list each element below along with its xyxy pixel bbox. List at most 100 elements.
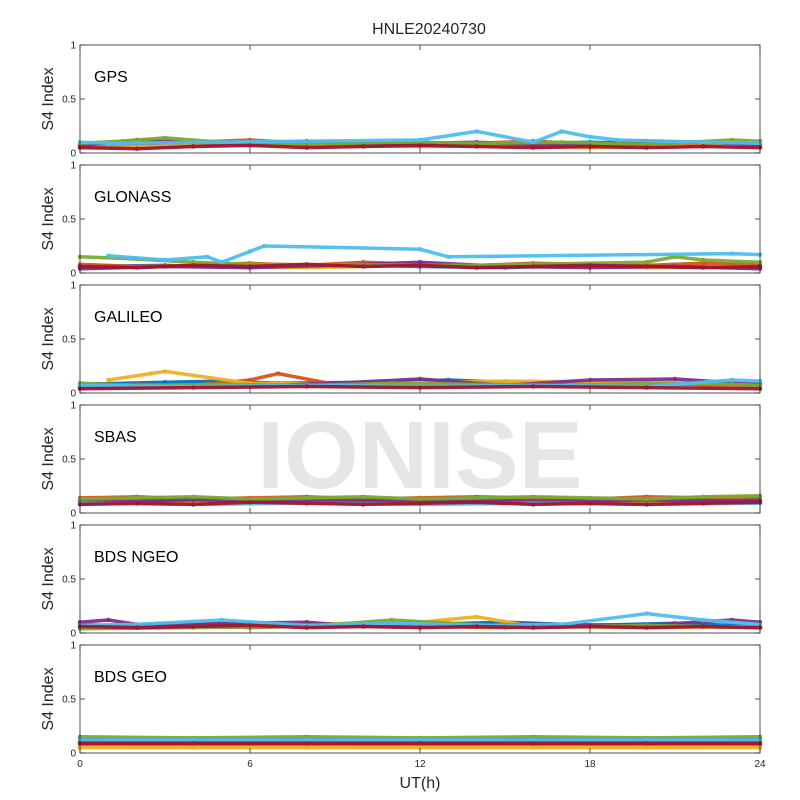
data-point-bds-geo-6-6: [644, 737, 649, 743]
data-point-bds-geo-6-4: [417, 737, 423, 743]
data-point-glonass-7-5: [304, 262, 309, 267]
data-point-bds-geo-6-2: [191, 737, 196, 743]
y-tick-label-bds-ngeo-1: 0.5: [62, 575, 76, 586]
data-point-glonass-4-5: [417, 260, 423, 265]
data-point-gps-7-3: [191, 144, 196, 149]
data-point-sbas-5-10: [587, 495, 593, 501]
data-point-bds-geo-3-6: [644, 745, 649, 750]
data-point-galileo-7-3: [304, 384, 309, 389]
data-point-gps-7-7: [417, 143, 423, 148]
x-tick-label-0: 0: [77, 759, 83, 770]
data-point-sbas-5-9: [531, 494, 536, 499]
data-point-bds-ngeo-7-5: [304, 625, 309, 630]
data-point-bds-ngeo-7-6: [361, 624, 366, 629]
data-point-glonass-7-7: [417, 263, 423, 268]
data-point-gps-5-5: [304, 142, 309, 147]
data-point-glonass-7-10: [587, 263, 593, 268]
data-point-galileo-6-7: [729, 377, 734, 383]
data-point-galileo-2-5: [276, 371, 281, 376]
data-point-galileo-5-9: [729, 382, 734, 387]
data-point-sbas-5-2: [134, 495, 139, 501]
data-point-glonass-7-9: [531, 264, 536, 269]
y-tick-label-bds-ngeo-0: 0: [70, 629, 76, 640]
y-tick-label-glonass-0: 0: [70, 269, 76, 280]
data-point-gps-7-6: [361, 144, 366, 149]
data-point-galileo-7-5: [531, 384, 536, 389]
x-tick-label-3: 18: [584, 759, 596, 770]
x-axis-label: UT(h): [400, 775, 441, 792]
data-point-galileo-2-4: [247, 377, 253, 383]
plot-area-glonass: [80, 165, 760, 273]
data-point-galileo-5-5: [389, 381, 394, 386]
data-point-glonass-7-4: [247, 264, 253, 269]
data-point-sbas-4-2: [191, 497, 196, 503]
y-tick-label-bds-geo-2: 1: [70, 641, 76, 652]
data-point-gps-7-10: [587, 144, 593, 149]
data-point-gps-6-9: [701, 140, 706, 145]
y-axis-label-gps: S4 Index: [40, 67, 57, 130]
data-point-sbas-5-6: [361, 494, 366, 499]
panel-sbas: 0 0.5 1 SBAS S4 Index: [40, 401, 763, 520]
data-point-gps-5-3: [162, 135, 168, 141]
data-point-bds-geo-5-5: [531, 734, 536, 739]
data-point-bds-ngeo-6-2: [134, 622, 139, 627]
data-point-sbas-7-11: [644, 502, 649, 507]
panel-label-bds-geo: BDS GEO: [94, 669, 167, 686]
figure-title: HNLE20240730: [372, 21, 486, 38]
y-tick-label-gps-0: 0: [70, 149, 76, 160]
data-point-galileo-4-5: [417, 376, 423, 382]
data-point-glonass-7-6: [361, 264, 366, 269]
data-point-glonass-6-2: [162, 257, 168, 263]
data-point-bds-ngeo-6-5: [389, 621, 394, 626]
data-point-gps-7-8: [474, 144, 479, 149]
series-line-gps-6: [78, 129, 762, 146]
data-point-glonass-7-2: [134, 265, 139, 270]
data-point-glonass-5-6: [644, 260, 649, 265]
data-point-bds-geo-3-4: [417, 745, 423, 750]
x-tick-label-4: 24: [754, 759, 766, 770]
y-tick-label-bds-ngeo-2: 1: [70, 521, 76, 532]
data-point-bds-geo-7-4: [417, 741, 423, 746]
panel-label-gps: GPS: [94, 69, 128, 86]
data-point-bds-geo-7-2: [191, 741, 196, 746]
data-point-bds-ngeo-5-4: [389, 617, 394, 623]
panels-group: 0 0.5 1 GPS S4 Index 0 0.5 1 GLONASS S4 Index 0 0.5…: [40, 41, 766, 771]
x-tick-label-1: 6: [247, 759, 253, 770]
data-point-sbas-5-4: [247, 496, 253, 502]
y-tick-label-gps-1: 0.5: [62, 95, 76, 106]
data-point-bds-ngeo-7-2: [134, 625, 139, 630]
series-line-glonass-6: [106, 244, 762, 264]
data-point-bds-ngeo-7-7: [417, 625, 423, 630]
data-point-bds-geo-7-3: [304, 741, 309, 746]
data-point-sbas-7-7: [417, 501, 423, 506]
data-point-gps-5-9: [644, 142, 649, 147]
panel-gps: 0 0.5 1 GPS S4 Index: [40, 41, 763, 160]
panel-label-galileo: GALILEO: [94, 309, 162, 326]
data-point-glonass-7-8: [474, 265, 479, 270]
data-point-gps-6-8: [616, 137, 621, 143]
y-tick-label-sbas-1: 0.5: [62, 455, 76, 466]
data-point-gps-6-6: [559, 129, 564, 134]
data-point-glonass-6-5: [247, 249, 253, 254]
data-point-galileo-4-7: [587, 377, 593, 383]
data-point-sbas-7-4: [247, 500, 253, 505]
data-point-gps-7-4: [247, 143, 253, 148]
data-point-glonass-6-9: [729, 251, 734, 256]
data-point-gps-6-3: [417, 137, 423, 143]
data-point-sbas-5-7: [417, 496, 423, 502]
data-point-glonass-5-3: [191, 260, 196, 265]
data-point-bds-geo-7-5: [531, 741, 536, 746]
data-point-bds-geo-6-5: [531, 737, 536, 743]
watermark: IONISE: [257, 402, 582, 509]
plot-area-bds-geo: [80, 645, 760, 753]
data-point-galileo-7-2: [191, 385, 196, 390]
data-point-bds-geo-7-6: [644, 741, 649, 746]
y-tick-label-glonass-2: 1: [70, 161, 76, 172]
data-point-sbas-7-12: [701, 501, 706, 506]
data-point-galileo-3-6: [502, 378, 508, 384]
y-tick-label-galileo-1: 0.5: [62, 335, 76, 346]
y-tick-label-sbas-0: 0: [70, 509, 76, 520]
data-point-sbas-5-3: [191, 494, 196, 499]
x-tick-label-2: 12: [414, 759, 426, 770]
data-point-galileo-7-6: [644, 385, 649, 390]
